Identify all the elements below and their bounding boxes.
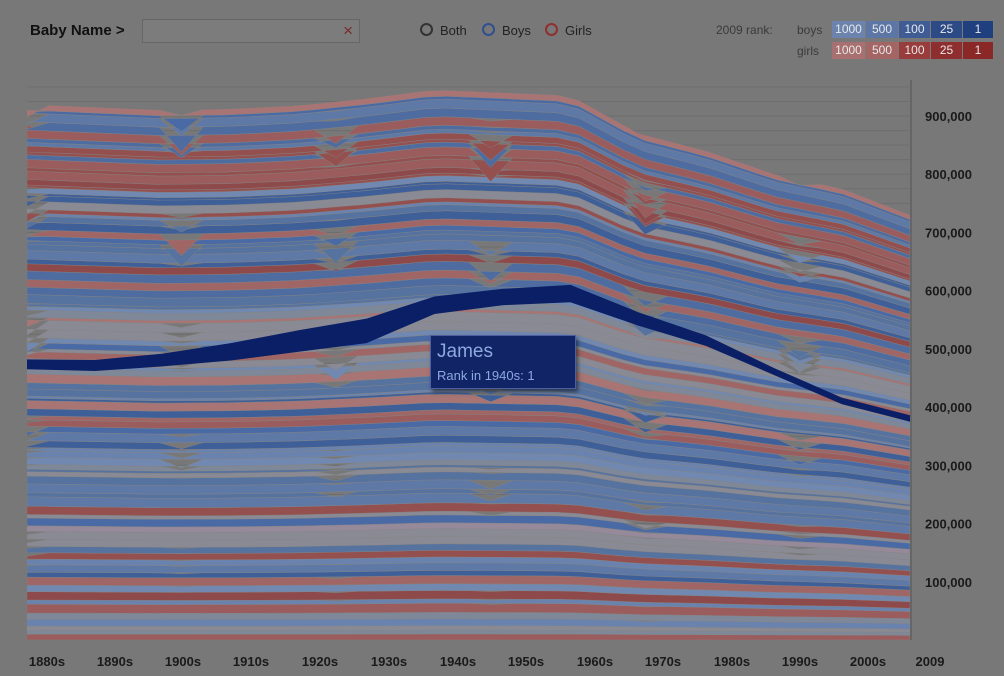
x-tick-label: 1940s (440, 654, 476, 669)
legend-boys-rank-25[interactable]: 25 (931, 21, 963, 38)
name-tooltip: James Rank in 1940s: 1 (430, 335, 576, 389)
x-axis-ticks: 1880s 1890s 1900s 1910s 1920s 1930s 1940s 1950s… (29, 654, 945, 669)
x-tick-label: 1880s (29, 654, 65, 669)
y-tick-label: 800,000 (925, 167, 972, 182)
radio-circle-icon (420, 23, 433, 36)
y-tick-label: 300,000 (925, 458, 972, 473)
x-tick-label: 1910s (233, 654, 269, 669)
legend-girls-scale: 1000 500 100 25 1 (832, 42, 994, 59)
legend-girls-rank-500[interactable]: 500 (866, 42, 899, 59)
legend-girls-label: girls (797, 44, 820, 58)
x-tick-label: 1980s (714, 654, 750, 669)
x-tick-label: 1990s (782, 654, 818, 669)
y-tick-label: 600,000 (925, 284, 972, 299)
y-tick-label: 500,000 (925, 342, 972, 357)
x-tick-label: 1970s (645, 654, 681, 669)
radio-circle-icon (545, 23, 558, 36)
x-tick-label: 1930s (371, 654, 407, 669)
legend-boys-rank-1000[interactable]: 1000 (832, 21, 866, 38)
x-tick-label: 1900s (165, 654, 201, 669)
legend-boys-rank-500[interactable]: 500 (866, 21, 899, 38)
x-tick-label: 2000s (850, 654, 886, 669)
x-tick-label: 1920s (302, 654, 338, 669)
baby-name-input[interactable] (143, 20, 333, 42)
tooltip-rank: Rank in 1940s: 1 (437, 368, 535, 383)
baby-name-search[interactable]: × (142, 19, 360, 43)
toolbar: Baby Name > × Both Boys Girls 2009 rank:… (0, 0, 1004, 62)
legend-girls-rank-1[interactable]: 1 (963, 42, 994, 59)
legend-girls-rank-1000[interactable]: 1000 (832, 42, 866, 59)
baby-name-label: Baby Name > (30, 22, 125, 39)
filter-girls-label: Girls (565, 23, 592, 38)
legend-boys-label: boys (797, 23, 823, 37)
tooltip-name: James (437, 341, 493, 362)
x-tick-label: 1950s (508, 654, 544, 669)
y-axis-ticks: 100,000 200,000 300,000 400,000 500,000 600,0… (925, 109, 972, 590)
y-tick-label: 700,000 (925, 225, 972, 240)
clear-icon[interactable]: × (343, 21, 353, 40)
legend-boys-rank-100[interactable]: 100 (899, 21, 931, 38)
name-voyager-chart[interactable]: 100,000 200,000 300,000 400,000 500,000 600,0… (0, 62, 1004, 676)
y-tick-label: 200,000 (925, 517, 972, 532)
x-tick-label: 1960s (577, 654, 613, 669)
y-tick-label: 900,000 (925, 109, 972, 124)
x-tick-label: 1890s (97, 654, 133, 669)
legend-girls-rank-25[interactable]: 25 (931, 42, 963, 59)
legend-title: 2009 rank: (716, 23, 773, 37)
legend-girls-rank-100[interactable]: 100 (899, 42, 931, 59)
legend-boys-scale: 1000 500 100 25 1 (832, 21, 994, 38)
legend-boys-rank-1[interactable]: 1 (963, 21, 994, 38)
radio-circle-icon (482, 23, 495, 36)
y-tick-label: 400,000 (925, 400, 972, 415)
filter-both-label: Both (440, 23, 467, 38)
x-tick-label: 2009 (916, 654, 945, 669)
filter-boys-label: Boys (502, 23, 531, 38)
highlight-band-james[interactable] (27, 284, 910, 422)
y-tick-label: 100,000 (925, 575, 972, 590)
